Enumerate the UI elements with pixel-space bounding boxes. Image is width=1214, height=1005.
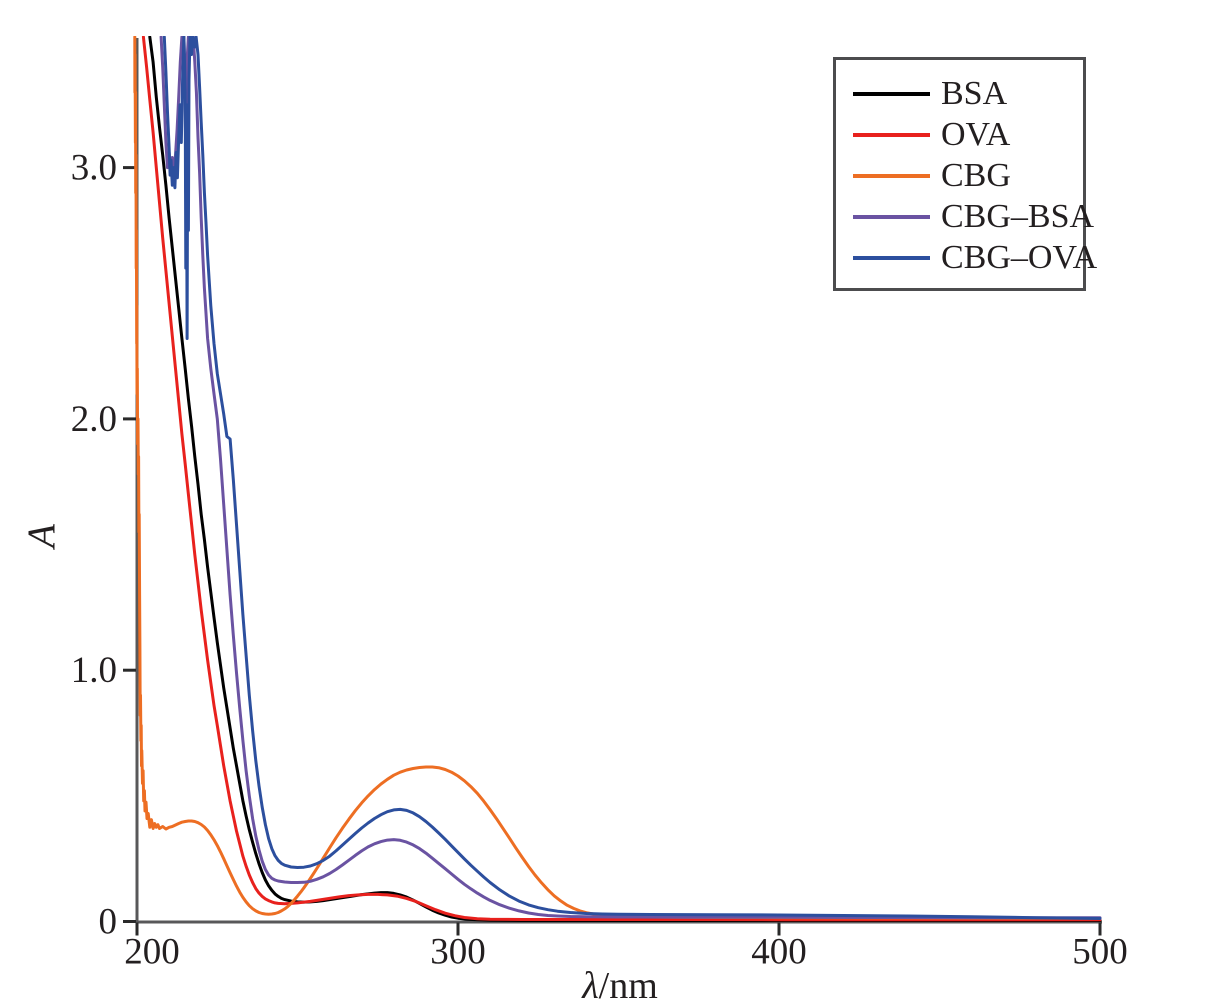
- series-line-ova: [141, 36, 1102, 922]
- legend-item-cbg-ova: CBG–OVA: [836, 237, 1097, 278]
- legend-label-cbg-bsa: CBG–BSA: [941, 197, 1095, 235]
- legend-swatch-bsa: [853, 91, 930, 96]
- legend-swatch-cbg: [853, 173, 930, 178]
- y-axis-tick-label-3.0: 3.0: [71, 148, 117, 189]
- y-axis-tick-label-2.0: 2.0: [71, 399, 117, 440]
- lambda-symbol: λ: [582, 965, 599, 1005]
- legend-label-bsa: BSA: [941, 74, 1008, 112]
- x-axis-title: λ/nm: [545, 964, 695, 1005]
- x-axis-tick-label-300: 300: [430, 932, 486, 973]
- series-line-cbg: [133, 36, 1102, 920]
- x-axis-unit: /nm: [598, 965, 658, 1005]
- legend-label-cbg-ova: CBG–OVA: [941, 238, 1098, 276]
- y-axis-title: A: [19, 524, 63, 548]
- y-axis-tick-label-1.0: 1.0: [71, 650, 117, 691]
- legend-swatch-cbg-ova: [853, 255, 930, 260]
- x-axis-tick-label-500: 500: [1072, 932, 1128, 973]
- legend-item-bsa: BSA: [836, 73, 1083, 114]
- series-line-cbg-ova: [162, 36, 1102, 920]
- y-axis-tick-label-0: 0: [99, 902, 118, 943]
- legend-label-ova: OVA: [941, 115, 1011, 153]
- legend-item-ova: OVA: [836, 114, 1083, 155]
- legend: BSA OVA CBG CBG–BSA CBG–OVA: [833, 57, 1097, 291]
- x-axis-tick-label-400: 400: [751, 932, 807, 973]
- legend-swatch-cbg-bsa: [853, 214, 930, 219]
- legend-swatch-ova: [853, 132, 930, 137]
- series-line-bsa: [148, 36, 1102, 922]
- legend-item-cbg-bsa: CBG–BSA: [836, 196, 1094, 237]
- legend-label-cbg: CBG: [941, 156, 1011, 194]
- x-axis-tick-label-200: 200: [124, 932, 180, 973]
- legend-item-cbg: CBG: [836, 155, 1083, 196]
